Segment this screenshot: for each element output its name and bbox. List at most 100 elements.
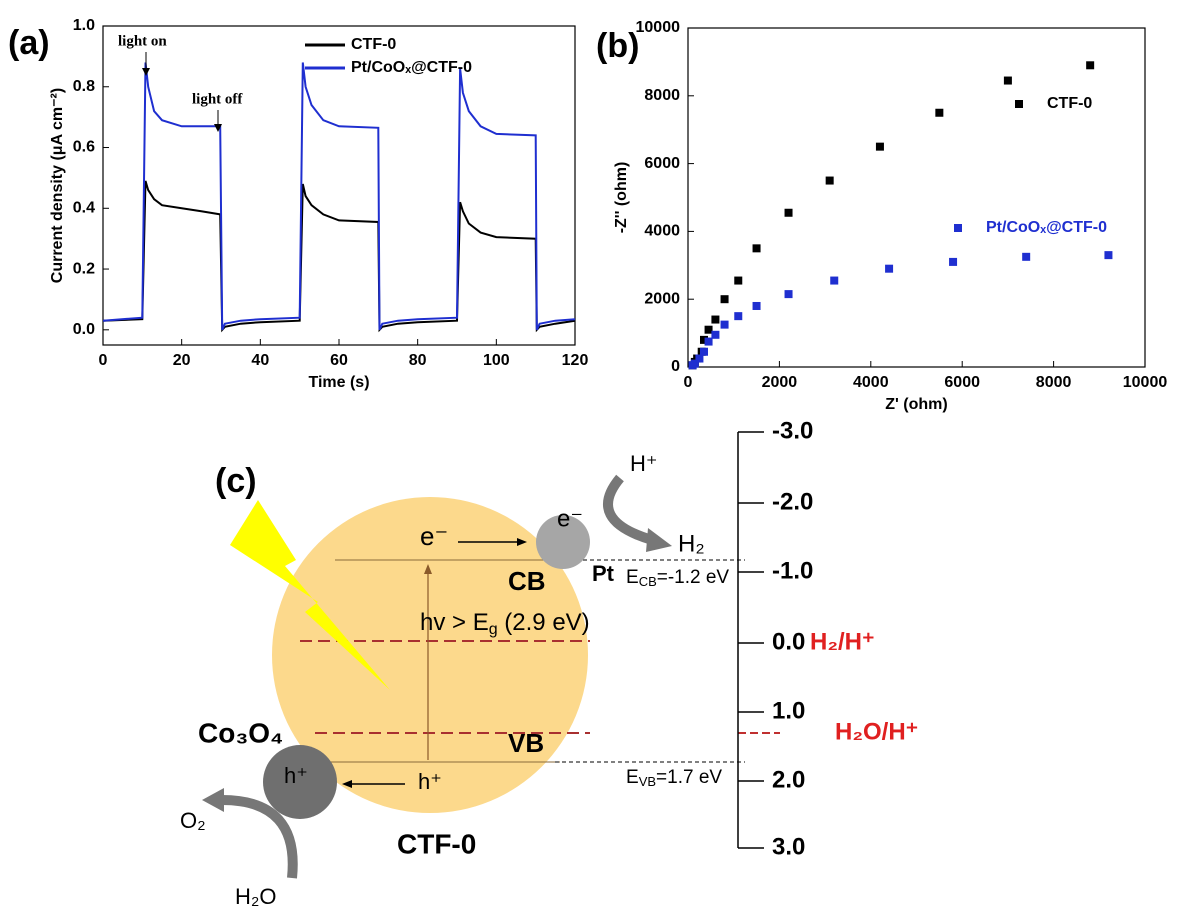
scatter-point [711,330,720,339]
scale-label: 0.0 [772,628,805,655]
e-vb: EVB=1.7 eV [626,767,722,789]
hole: h⁺ [284,763,308,788]
y-tick-label: 2000 [644,290,680,307]
panel-label: (b) [596,27,639,65]
hole: h⁺ [418,769,442,794]
y-tick-label: 0.2 [73,260,95,277]
cocatalyst-label: Co₃O₄ [198,717,283,748]
arrow-head [202,788,224,812]
scale-label: -3.0 [772,417,813,444]
scatter-point [949,257,958,266]
proton: H⁺ [630,451,658,476]
arrow-head [342,780,352,788]
y-tick-label: 0.4 [73,200,95,217]
x-axis-label: Z' (ohm) [885,396,947,413]
vb-label: VB [508,728,544,758]
scale-label: -2.0 [772,488,813,515]
x-tick-label: 40 [251,352,269,369]
x-tick-label: 0 [99,352,108,369]
x-tick-label: 8000 [1036,374,1072,391]
reduction-arrow [603,474,654,545]
scatter-point [1003,76,1012,85]
scatter-point [704,337,713,346]
y-tick-label: 8000 [644,87,680,104]
scatter-point [830,276,839,285]
series-line [102,180,576,333]
scatter-point [711,315,720,324]
arrow-head [424,564,432,574]
cb-label: CB [508,566,546,596]
x-tick-label: 60 [330,352,348,369]
scatter-point [1104,251,1113,260]
scatter-point [752,244,761,253]
scatter-point [885,264,894,273]
material-label: CTF-0 [397,828,476,859]
y-axis-label: Current density (μA cm⁻²) [49,88,66,283]
pt-label: Pt [592,561,615,586]
x-tick-label: 2000 [762,374,798,391]
legend-label: CTF-0 [351,36,396,53]
electron: e⁻ [420,521,448,551]
annotation: light on [118,33,167,49]
oxygen: O₂ [180,808,206,833]
y-tick-label: 1.0 [73,17,95,34]
arrow-head [142,68,150,76]
scatter-point [720,295,729,304]
scatter-point [1086,61,1095,70]
x-tick-label: 4000 [853,374,889,391]
annotation: light off [192,91,243,107]
pt-particle [536,515,590,569]
x-tick-label: 6000 [944,374,980,391]
y-tick-label: 4000 [644,223,680,240]
x-tick-label: 0 [684,374,693,391]
x-tick-label: 100 [483,352,510,369]
y-tick-label: 0.0 [73,321,95,338]
legend-label: CTF-0 [1047,95,1092,112]
water: H₂O [235,884,277,909]
scatter-point [699,335,708,344]
scatter-point [734,276,743,285]
scatter-point [1022,252,1031,261]
e-cb: ECB=-1.2 eV [626,567,729,589]
excitation-label: hv > Eg (2.9 eV) [420,609,590,638]
x-axis-label: Time (s) [308,374,369,391]
electron: e⁻ [557,505,583,532]
plot-frame [687,27,1146,368]
y-tick-label: 0.8 [73,78,95,95]
redox-couple: H₂O/H⁺ [835,718,918,745]
scatter-point [752,301,761,310]
scatter-point [720,320,729,329]
x-tick-label: 10000 [1123,374,1168,391]
legend-label: Pt/CoOₓ@CTF-0 [351,59,472,76]
scatter-point [704,325,713,334]
legend-marker [954,224,962,232]
panel-label: (a) [8,24,50,62]
x-tick-label: 120 [562,352,589,369]
y-tick-label: 10000 [636,19,681,36]
y-tick-label: 0.6 [73,139,95,156]
scale-label: 2.0 [772,766,805,793]
legend-marker [1015,100,1023,108]
scale-label: 3.0 [772,833,805,860]
scatter-point [784,290,793,299]
y-axis-label: -Z'' (ohm) [613,162,630,234]
scatter-point [690,359,699,368]
scatter-point [699,347,708,356]
y-tick-label: 0 [671,358,680,375]
hydrogen: H₂ [678,530,705,557]
series-line [102,62,576,331]
y-tick-label: 6000 [644,155,680,172]
oxidation-arrow [221,795,298,879]
plot-frame [102,25,576,346]
x-tick-label: 20 [173,352,191,369]
arrow-head [214,124,222,132]
x-tick-label: 80 [409,352,427,369]
scale-label: 1.0 [772,697,805,724]
redox-couple: H₂/H⁺ [810,628,875,655]
panel-label: (c) [215,462,257,500]
scatter-point [935,108,944,117]
scale-label: -1.0 [772,557,813,584]
scatter-point [875,142,884,151]
scatter-point [825,176,834,185]
